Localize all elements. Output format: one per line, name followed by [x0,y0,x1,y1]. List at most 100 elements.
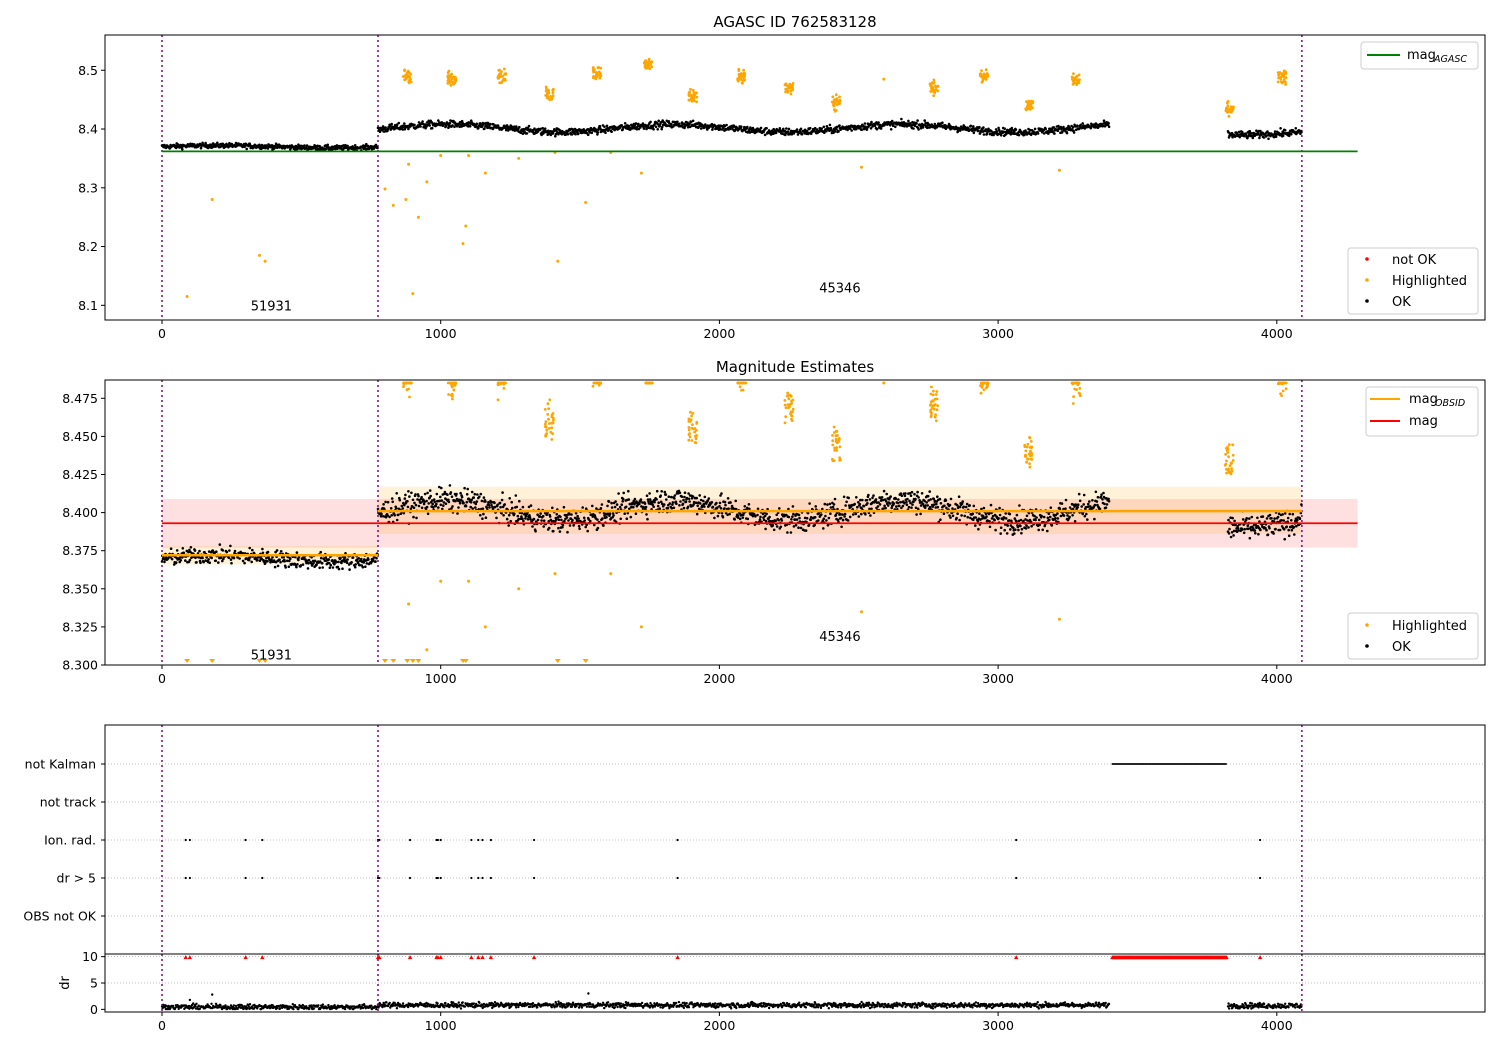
highlighted-point [689,410,692,414]
ok-point [303,144,306,147]
ok-point [1049,515,1052,519]
ok-point [1228,527,1231,531]
ok-point [772,528,776,532]
ok-point [425,121,429,124]
ok-point [686,505,690,509]
highlighted-point [1282,69,1286,73]
ok-point [462,501,465,505]
highlighted-point [1028,462,1031,465]
highlighted-point [407,162,411,166]
ok-point [641,122,645,125]
ok-point [586,529,589,533]
ok-point [927,499,930,502]
highlighted-point [407,80,411,83]
highlighted-point [934,84,937,88]
ok-point [1046,516,1050,520]
ok-point [1286,520,1289,523]
ok-point [576,519,580,523]
ok-point [658,507,661,511]
ok-point [218,543,222,546]
ok-point [798,516,801,520]
ok-point [660,490,663,493]
ok-point [590,131,594,135]
ok-point [653,123,656,126]
ok-point [189,546,193,549]
highlighted-point [452,388,456,392]
highlighted-point [1231,453,1235,457]
ok-point [403,127,407,131]
ok-point [855,496,858,499]
ok-point [957,495,961,499]
ok-point [908,499,911,503]
ok-point [824,514,827,518]
ok-point [854,512,858,516]
highlighted-point [981,383,984,387]
ok-point [843,515,846,518]
highlighted-point [783,399,787,402]
highlighted-point [687,94,691,97]
ok-point [1006,524,1009,527]
highlighted-point [1230,461,1233,465]
ok-point [861,498,864,502]
ok-point [813,516,817,519]
highlighted-point [544,420,548,423]
highlighted-point [1074,77,1078,81]
highlighted-point [741,75,744,78]
ok-point [415,516,418,520]
highlighted-point [464,224,468,228]
highlighted-point [835,449,839,452]
ok-point [386,514,389,517]
y-tick-label: 8.1 [78,298,98,313]
ok-point [841,518,845,522]
ok-point [1016,525,1020,529]
ok-point [412,515,415,519]
ok-point [648,498,652,501]
ok-point [870,120,873,124]
ok-point [1061,130,1064,133]
ok-point [678,122,681,126]
ok-point [1107,125,1111,129]
highlighted-point [210,198,214,201]
ok-point [1020,531,1023,535]
highlighted-point [1276,71,1280,75]
ok-point [228,549,231,552]
ok-point [503,503,507,506]
ok-point [601,517,604,520]
ok-point [1280,519,1283,522]
ok-point [833,497,837,501]
ok-point [181,547,185,550]
ok-point [625,517,629,520]
highlighted-point [984,68,988,72]
ok-point [501,491,504,494]
ok-point [476,493,479,496]
ok-point [999,526,1003,529]
ok-point [684,500,688,504]
ok-point [353,144,357,147]
highlighted-point [786,89,790,93]
highlighted-point [409,80,413,84]
ok-point [511,506,514,510]
ok-point [576,514,579,518]
ok-point [465,493,469,496]
ok-point [862,504,866,508]
ok-point [678,504,681,507]
ok-point [612,514,615,517]
ok-point [1241,518,1245,521]
highlighted-point [548,398,552,402]
ok-point [289,557,292,561]
ok-point [671,503,674,506]
ok-point [931,505,935,508]
ok-point [899,492,903,495]
highlighted-point [980,74,984,78]
ok-point [758,518,762,521]
highlighted-point [980,381,984,385]
ok-point [778,507,781,510]
highlighted-point [737,67,741,71]
ok-point [1056,512,1059,515]
legend-label: OK [1392,295,1411,310]
highlighted-point [453,76,457,79]
highlighted-point [743,74,747,78]
ok-point [448,484,452,487]
ok-point [620,124,623,127]
ok-point [932,497,936,501]
